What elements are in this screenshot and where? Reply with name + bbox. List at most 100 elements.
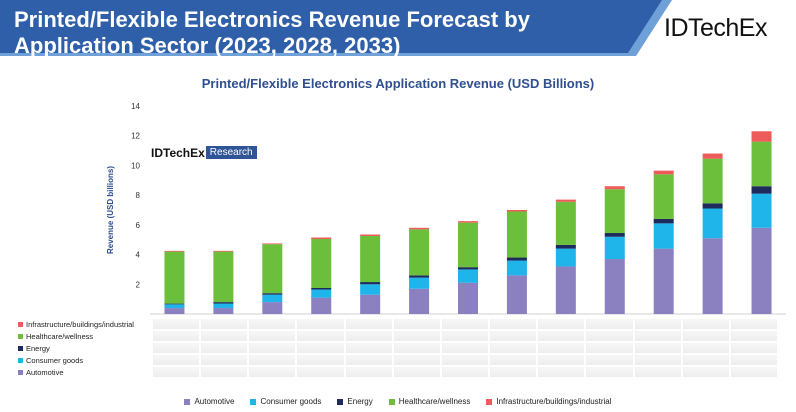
table-cell: [153, 355, 200, 365]
table-row-label: Infrastructure/buildings/industrial: [18, 320, 152, 329]
table-cell: [682, 367, 729, 377]
table-cell: [345, 319, 392, 329]
y-tick-label: 2: [136, 280, 141, 289]
bar-automotive-2031: [555, 266, 576, 314]
y-tick-label: 6: [136, 221, 141, 230]
bar-energy-2025: [262, 293, 283, 295]
bar-energy-2034: [702, 203, 723, 209]
table-cell: [586, 331, 633, 341]
table-cell: [586, 319, 633, 329]
table-cell: [393, 343, 440, 353]
legend-swatch: [184, 398, 191, 405]
idtechex-logo: IDTechEx: [664, 14, 767, 42]
bar-infrastructure-buildings-industrial-2030: [506, 210, 527, 212]
bar-automotive-2034: [702, 238, 723, 314]
table-cell: [538, 367, 585, 377]
table-row-label: Consumer goods: [18, 356, 152, 365]
table-row-label: Energy: [18, 344, 152, 353]
table-cell: [490, 331, 537, 341]
table-row-swatch: [18, 357, 23, 363]
bar-automotive-2023: [164, 308, 185, 314]
legend-item: Healthcare/wellness: [388, 397, 471, 406]
table-row-label-text: Healthcare/wellness: [26, 331, 94, 341]
bar-consumer-goods-2027: [360, 284, 381, 295]
bar-consumer-goods-2031: [555, 248, 576, 267]
table-cell: [682, 343, 729, 353]
table-cell: [441, 367, 489, 377]
bar-automotive-2025: [262, 302, 283, 314]
table-row-label: Healthcare/wellness: [18, 332, 152, 341]
table-row-label: Automotive: [18, 368, 152, 377]
bar-consumer-goods-2026: [311, 289, 332, 298]
table-cell: [345, 331, 392, 341]
table-cell: [201, 331, 248, 341]
table-cell: [490, 355, 537, 365]
chart-legend: Automotive Consumer goods Energy Healthcare…: [0, 397, 796, 406]
page-title: Printed/Flexible Electronics Revenue For…: [14, 7, 574, 59]
table-cell: [441, 331, 489, 341]
legend-label: Energy: [347, 397, 373, 406]
legend-label: Automotive: [194, 397, 235, 406]
table-row-label-text: Energy: [26, 343, 50, 353]
bar-consumer-goods-2033: [653, 223, 674, 249]
table-cell: [586, 343, 633, 353]
table-cell: [490, 343, 537, 353]
bar-energy-2023: [164, 303, 185, 305]
legend-label: Healthcare/wellness: [398, 397, 471, 406]
bar-energy-2028: [409, 275, 430, 278]
bar-consumer-goods-2034: [702, 208, 723, 239]
y-tick-label: 12: [131, 132, 140, 141]
table-cell: [538, 319, 585, 329]
bar-infrastructure-buildings-industrial-2032: [604, 186, 625, 190]
bar-energy-2030: [506, 257, 527, 261]
bar-energy-2026: [311, 288, 332, 290]
table-cell: [730, 319, 778, 329]
table-cell: [538, 331, 585, 341]
data-table: Infrastructure/buildings/industrial Healt…: [18, 318, 778, 378]
bar-infrastructure-buildings-industrial-2023: [164, 250, 185, 252]
legend-item: Automotive: [184, 397, 234, 406]
table-cell: [586, 367, 633, 377]
table-cell: [730, 367, 778, 377]
legend-label: Consumer goods: [260, 397, 322, 406]
table-cell: [201, 343, 248, 353]
y-axis-label: Revenue (USD billions): [106, 166, 115, 254]
bar-infrastructure-buildings-industrial-2033: [653, 170, 674, 175]
table-row-cells: [152, 355, 778, 365]
research-watermark: IDTechEx Research: [150, 145, 257, 160]
bar-infrastructure-buildings-industrial-2035: [751, 131, 772, 142]
watermark-tag: Research: [205, 146, 257, 159]
table-cell: [682, 319, 729, 329]
bar-consumer-goods-2030: [506, 260, 527, 276]
table-row: Infrastructure/buildings/industrial: [18, 318, 778, 330]
legend-item: Infrastructure/buildings/industrial: [486, 397, 612, 406]
bar-automotive-2030: [506, 275, 527, 314]
table-row: Consumer goods: [18, 354, 778, 366]
table-row: Healthcare/wellness: [18, 330, 778, 342]
bar-consumer-goods-2023: [164, 304, 185, 309]
bar-healthcare-wellness-2027: [360, 236, 381, 283]
table-cell: [201, 367, 248, 377]
bar-infrastructure-buildings-industrial-2029: [458, 221, 478, 223]
bar-consumer-goods-2035: [751, 193, 772, 228]
bar-automotive-2032: [604, 259, 625, 314]
table-cell: [153, 343, 200, 353]
table-cell: [153, 319, 200, 329]
legend-swatch: [388, 398, 395, 405]
table-row-swatch: [18, 321, 23, 327]
table-cell: [634, 319, 681, 329]
table-cell: [730, 343, 778, 353]
banner-fill: [0, 0, 662, 53]
bar-infrastructure-buildings-industrial-2031: [555, 199, 576, 202]
table-row: Automotive: [18, 366, 778, 378]
bar-automotive-2028: [409, 288, 430, 314]
table-cell: [441, 355, 489, 365]
table-row-label-text: Automotive: [26, 367, 64, 377]
bar-healthcare-wellness-2025: [262, 244, 283, 294]
table-cell: [297, 331, 344, 341]
table-row-cells: [152, 319, 778, 329]
legend-swatch: [337, 398, 344, 405]
header-banner: Printed/Flexible Electronics Revenue For…: [0, 0, 796, 62]
bar-automotive-2024: [213, 308, 234, 314]
chart-title: Printed/Flexible Electronics Application…: [201, 76, 595, 91]
